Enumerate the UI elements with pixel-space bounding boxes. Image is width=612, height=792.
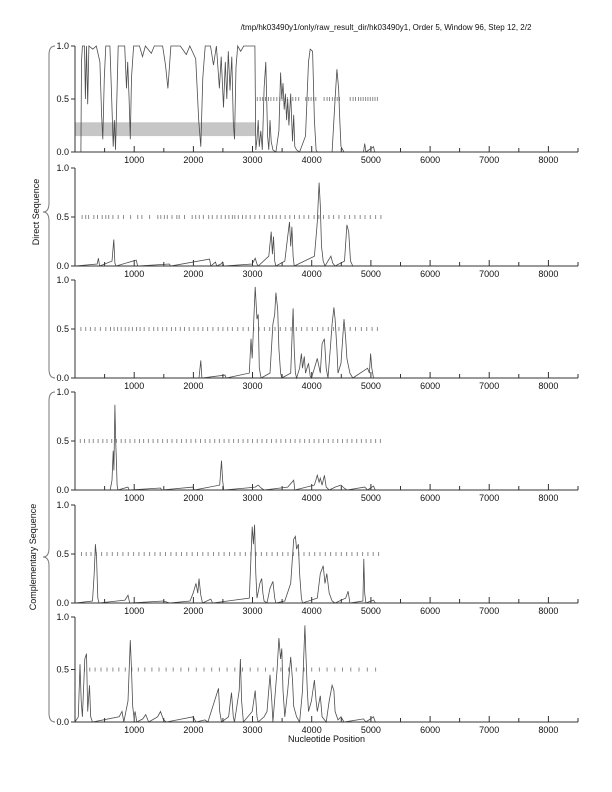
x-tick-label: 6000 [420, 381, 440, 391]
x-tick-label: 8000 [538, 381, 558, 391]
direct-sequence-brace [42, 45, 56, 379]
x-tick-label: 2000 [183, 725, 203, 735]
signal-tick-marks [84, 667, 377, 672]
y-tick-label: 1.0 [56, 41, 69, 51]
coding-region-band [75, 122, 256, 137]
y-tick-label: 0.5 [56, 94, 69, 104]
x-tick-label: 7000 [479, 493, 499, 503]
x-tick-label: 1000 [124, 155, 144, 165]
x-tick-label: 2000 [183, 269, 203, 279]
probability-trace [75, 286, 578, 380]
x-tick-label: 6000 [420, 493, 440, 503]
x-tick-label: 6000 [420, 606, 440, 616]
x-tick-label: 3000 [242, 155, 262, 165]
x-tick-label: 7000 [479, 269, 499, 279]
panel-1: 1.0 0.5 0.0 1000 2000 3000 4000 5000 6000 7000 800… [56, 41, 579, 165]
panel-2: 1.0 0.5 0.0 1000 2000 3000 4000 5000 6000 7000 800… [56, 163, 579, 279]
y-tick-label: 1.0 [56, 500, 69, 510]
x-tick-label: 8000 [538, 725, 558, 735]
x-tick-label: 5000 [361, 493, 381, 503]
x-tick-label: 5000 [361, 725, 381, 735]
x-tick-label: 5000 [361, 155, 381, 165]
x-tick-label: 3000 [242, 381, 262, 391]
x-tick-label: 3000 [242, 493, 262, 503]
signal-tick-marks [81, 215, 382, 219]
x-tick-label: 6000 [420, 269, 440, 279]
x-tick-label: 1000 [124, 381, 144, 391]
x-tick-label: 5000 [361, 606, 381, 616]
x-tick-label: 6000 [420, 725, 440, 735]
x-tick-label: 8000 [538, 606, 558, 616]
x-tick-label: 7000 [479, 155, 499, 165]
y-tick-label: 0.0 [56, 261, 69, 271]
y-tick-label: 0.5 [56, 324, 69, 334]
signal-tick-marks [81, 552, 380, 556]
x-tick-label: 2000 [183, 493, 203, 503]
y-tick-label: 0.0 [56, 717, 69, 727]
probability-trace [74, 524, 578, 604]
y-tick-label: 0.0 [56, 147, 69, 157]
x-tick-label: 8000 [538, 155, 558, 165]
x-tick-label: 7000 [479, 606, 499, 616]
x-tick-label: 2000 [183, 155, 203, 165]
x-tick-label: 1000 [124, 606, 144, 616]
x-tick-label: 4000 [302, 269, 322, 279]
signal-tick-marks [80, 327, 378, 331]
x-tick-label: 1000 [124, 493, 144, 503]
x-tick-label: 4000 [302, 725, 322, 735]
y-tick-label: 1.0 [56, 275, 69, 285]
x-tick-label: 4000 [302, 155, 322, 165]
x-tick-label: 5000 [361, 381, 381, 391]
complementary-sequence-brace [42, 391, 56, 723]
y-tick-label: 0.5 [56, 436, 69, 446]
x-tick-label: 7000 [479, 725, 499, 735]
x-tick-label: 1000 [124, 725, 144, 735]
x-tick-label: 6000 [420, 155, 440, 165]
y-tick-label: 0.5 [56, 549, 69, 559]
y-tick-label: 1.0 [56, 387, 69, 397]
panel-3: 1.0 0.5 0.0 1000 2000 3000 4000 5000 6000 7000 800… [56, 275, 579, 391]
y-tick-label: 0.0 [56, 373, 69, 383]
x-axis-label: Nucleotide Position [287, 734, 366, 744]
probability-trace [74, 625, 578, 724]
probability-trace [80, 44, 578, 153]
y-tick-label: 0.5 [56, 665, 69, 675]
y-tick-label: 1.0 [56, 163, 69, 173]
signal-tick-marks [79, 439, 381, 443]
x-tick-label: 1000 [124, 269, 144, 279]
probability-trace [75, 404, 578, 491]
probability-trace [74, 182, 578, 267]
panel-4: 1.0 0.5 0.0 1000 2000 3000 4000 5000 6000 7000 800… [56, 387, 579, 503]
x-tick-label: 2000 [183, 606, 203, 616]
panel-6: 1.0 0.5 0.0 1000 2000 3000 4000 5000 6000 7000 800… [56, 612, 579, 735]
x-tick-label: 3000 [242, 269, 262, 279]
x-tick-label: 7000 [479, 381, 499, 391]
x-tick-label: 4000 [302, 381, 322, 391]
x-tick-label: 8000 [538, 269, 558, 279]
y-tick-label: 0.0 [56, 485, 69, 495]
x-tick-label: 4000 [302, 493, 322, 503]
x-tick-label: 3000 [242, 725, 262, 735]
x-tick-label: 3000 [242, 606, 262, 616]
y-tick-label: 1.0 [56, 612, 69, 622]
x-tick-label: 5000 [361, 269, 381, 279]
plot-title: /tmp/hk03490y1/only/raw_result_dir/hk034… [240, 23, 532, 32]
y-tick-label: 0.0 [56, 598, 69, 608]
panel-5: 1.0 0.5 0.0 1000 2000 3000 4000 5000 6000 7000 800… [56, 500, 579, 616]
x-tick-label: 2000 [183, 381, 203, 391]
y-tick-label: 0.5 [56, 212, 69, 222]
signal-tick-marks [256, 97, 378, 101]
x-tick-label: 4000 [302, 606, 322, 616]
x-tick-label: 8000 [538, 493, 558, 503]
